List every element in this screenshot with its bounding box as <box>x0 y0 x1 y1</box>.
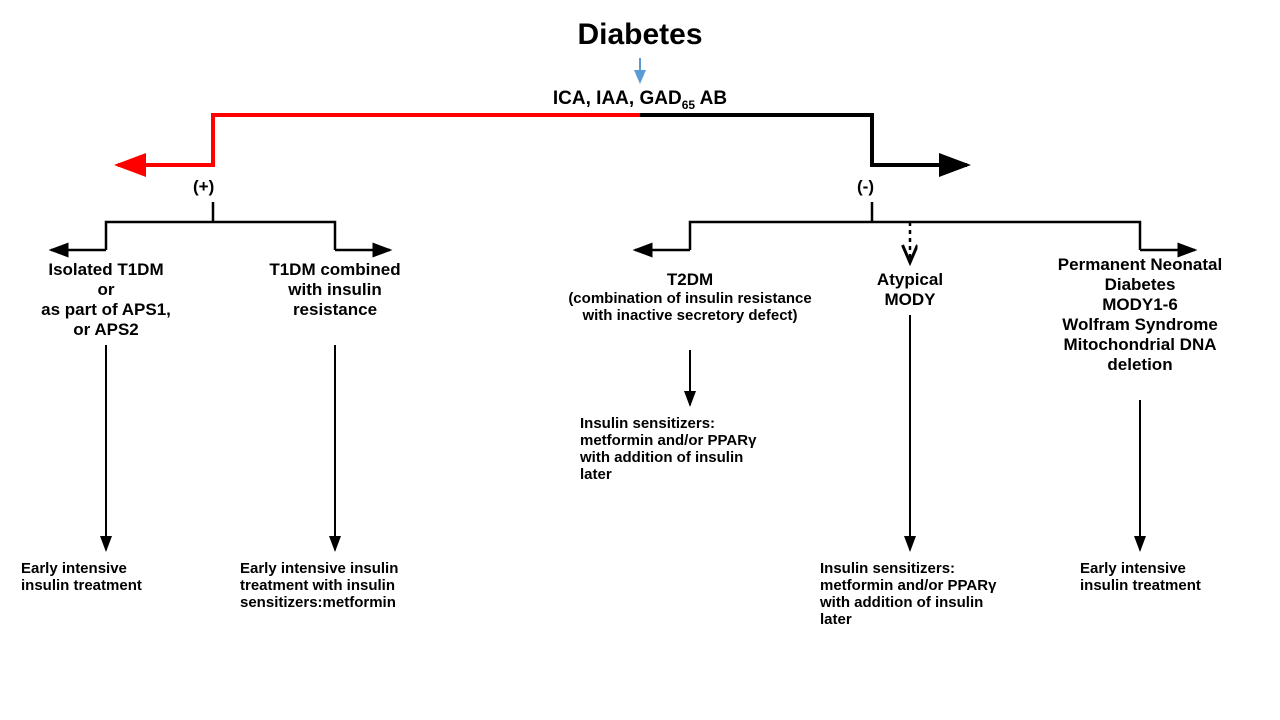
node-t2dm: T2DM (combination of insulin resistance … <box>550 270 830 324</box>
node-isolated-t1dm: Isolated T1DM or as part of APS1, or APS… <box>11 260 201 340</box>
treatment-b: Early intensive insulin treatment with i… <box>240 560 450 611</box>
treatment-a: Early intensive insulin treatment <box>21 560 211 594</box>
treatment-d: Insulin sensitizers: metformin and/or PP… <box>820 560 1040 628</box>
treatment-c: Insulin sensitizers: metformin and/or PP… <box>580 415 800 483</box>
title: Diabetes <box>0 18 1280 52</box>
negative-label: (-) <box>857 177 874 197</box>
node-permanent-neonatal: Permanent Neonatal Diabetes MODY1-6 Wolf… <box>1030 255 1250 375</box>
test-part-b: AB <box>695 88 727 109</box>
test-part-a: ICA, IAA, GAD <box>553 88 682 109</box>
node-t1dm-combined: T1DM combined with insulin resistance <box>245 260 425 320</box>
node-atypical-mody: Atypical MODY <box>850 270 970 310</box>
positive-label: (+) <box>193 177 214 197</box>
antibody-test-label: ICA, IAA, GAD65 AB <box>0 88 1280 112</box>
test-subscript: 65 <box>682 98 695 112</box>
treatment-e: Early intensive insulin treatment <box>1080 560 1270 594</box>
